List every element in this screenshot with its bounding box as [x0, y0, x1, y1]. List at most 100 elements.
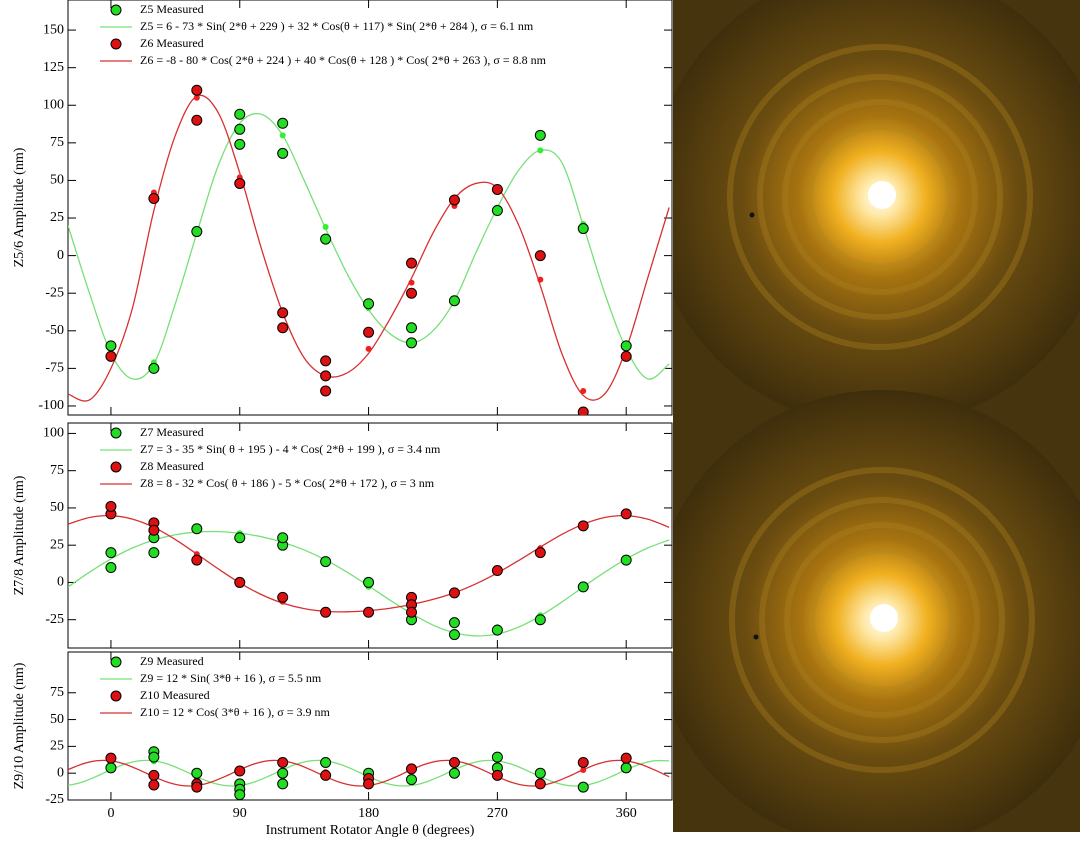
- measured-point: [321, 770, 331, 780]
- measured-point: [192, 85, 202, 95]
- measured-point: [535, 130, 545, 140]
- measured-point: [149, 193, 159, 203]
- measured-point: [278, 148, 288, 158]
- x-tick-label: 180: [358, 806, 379, 821]
- measured-point: [321, 557, 331, 567]
- plot-area: [68, 747, 669, 800]
- measured-point: [492, 206, 502, 216]
- model-point: [537, 277, 543, 283]
- measured-point: [407, 288, 417, 298]
- measured-point: [492, 770, 502, 780]
- y-tick-label: 75: [50, 685, 64, 700]
- legend-label: Z5 = 6 - 73 * Sin( 2*θ + 229 ) + 32 * Co…: [140, 19, 534, 33]
- measured-point: [621, 341, 631, 351]
- measured-point: [106, 763, 116, 773]
- legend-label: Z6 = -8 - 80 * Cos( 2*θ + 224 ) + 40 * C…: [140, 53, 547, 67]
- legend-marker: [111, 691, 121, 701]
- y-tick-label: 75: [50, 135, 64, 150]
- legend-label: Z10 = 12 * Cos( 3*θ + 16 ), σ = 3.9 nm: [140, 705, 331, 719]
- y-tick-label: 100: [43, 97, 64, 112]
- measured-point: [407, 258, 417, 268]
- model-point: [537, 147, 543, 153]
- measured-point: [535, 779, 545, 789]
- y-tick-label: -100: [38, 398, 64, 413]
- measured-point: [106, 501, 116, 511]
- measured-point: [278, 533, 288, 543]
- measured-point: [449, 296, 459, 306]
- y-tick-label: -50: [45, 323, 64, 338]
- page: {"chart_data": [ {"type": "scatter", "yl…: [0, 0, 1080, 847]
- measured-point: [578, 757, 588, 767]
- measured-point: [106, 563, 116, 573]
- measured-point: [449, 630, 459, 640]
- x-tick-label: 270: [487, 806, 508, 821]
- x-tick-label: 0: [107, 806, 114, 821]
- measured-point: [449, 195, 459, 205]
- measured-point: [278, 757, 288, 767]
- measured-point: [621, 351, 631, 361]
- measured-point: [621, 753, 631, 763]
- measured-point: [321, 757, 331, 767]
- measured-point: [535, 548, 545, 558]
- measured-point: [192, 555, 202, 565]
- measured-point: [364, 299, 374, 309]
- measured-point: [192, 524, 202, 534]
- y-tick-label: -25: [45, 792, 64, 807]
- measured-point: [364, 577, 374, 587]
- measured-point: [149, 525, 159, 535]
- measured-point: [106, 548, 116, 558]
- measured-point: [578, 582, 588, 592]
- legend-label: Z9 Measured: [140, 654, 204, 668]
- model-point: [280, 132, 286, 138]
- measured-point: [235, 533, 245, 543]
- measured-point: [407, 607, 417, 617]
- measured-point: [278, 323, 288, 333]
- measured-point: [321, 371, 331, 381]
- measured-point: [535, 768, 545, 778]
- x-tick-label: 90: [233, 806, 247, 821]
- measured-point: [192, 115, 202, 125]
- measured-point: [235, 577, 245, 587]
- measured-point: [578, 782, 588, 792]
- measured-point: [149, 780, 159, 790]
- measured-point: [149, 752, 159, 762]
- fit-line: [68, 114, 669, 380]
- legend-marker: [111, 5, 121, 15]
- figure: -100-75-50-250255075100125150Z5/6 Amplit…: [0, 0, 1080, 847]
- model-point: [323, 224, 329, 230]
- legend-label: Z8 = 8 - 32 * Cos( θ + 186 ) - 5 * Cos( …: [140, 476, 435, 490]
- measured-point: [407, 764, 417, 774]
- legend-marker: [111, 39, 121, 49]
- y-tick-label: 0: [57, 765, 64, 780]
- measured-point: [492, 625, 502, 635]
- measured-point: [321, 356, 331, 366]
- measured-point: [235, 178, 245, 188]
- measured-point: [192, 768, 202, 778]
- measured-point: [106, 341, 116, 351]
- measured-point: [278, 768, 288, 778]
- legend-label: Z7 Measured: [140, 425, 204, 439]
- measured-point: [492, 566, 502, 576]
- measured-point: [149, 363, 159, 373]
- y-axis-label: Z7/8 Amplitude (nm): [12, 475, 27, 595]
- legend-marker: [111, 657, 121, 667]
- measured-point: [192, 227, 202, 237]
- measured-point: [621, 509, 631, 519]
- measured-point: [407, 338, 417, 348]
- y-tick-label: 100: [43, 426, 64, 441]
- y-tick-label: 0: [57, 248, 64, 263]
- measured-point: [149, 548, 159, 558]
- measured-point: [278, 779, 288, 789]
- plot-area: [68, 85, 669, 417]
- y-tick-label: 150: [43, 22, 64, 37]
- measured-point: [321, 234, 331, 244]
- y-tick-label: 25: [50, 537, 64, 552]
- y-tick-label: -25: [45, 612, 64, 627]
- psf-core: [870, 604, 898, 632]
- y-tick-label: 75: [50, 463, 64, 478]
- measured-point: [492, 752, 502, 762]
- x-axis-label: Instrument Rotator Angle θ (degrees): [266, 823, 475, 838]
- measured-point: [535, 251, 545, 261]
- measured-point: [578, 224, 588, 234]
- legend-label: Z6 Measured: [140, 36, 204, 50]
